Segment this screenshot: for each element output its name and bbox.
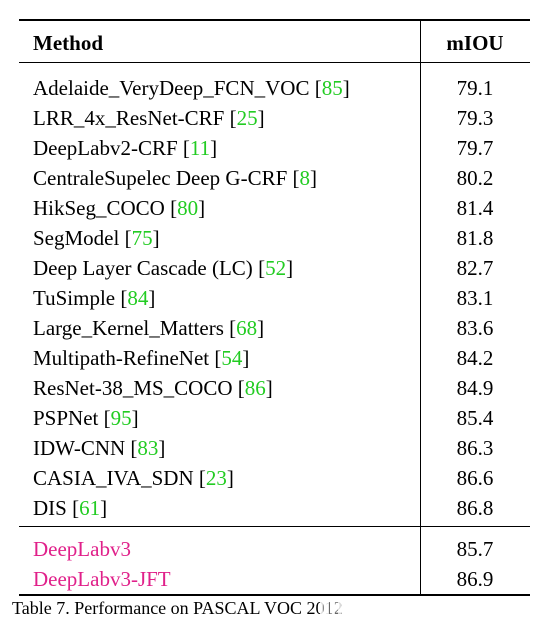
miou-value: 83.6 [456, 316, 494, 340]
miou-value: 84.2 [456, 346, 494, 370]
miou-value: 86.9 [456, 567, 494, 591]
method-name: CentraleSupelec Deep G-CRF [33, 166, 288, 190]
table-row-ours: DeepLabv3-JFT 86.9 [19, 564, 530, 594]
miou-value: 83.1 [456, 286, 494, 310]
method-name: ResNet-38_MS_COCO [33, 376, 233, 400]
table-row: TuSimple [84] 83.1 [19, 283, 530, 313]
column-divider [420, 527, 421, 594]
bottom-rule [19, 594, 530, 596]
section-rule [19, 526, 530, 527]
citation-link[interactable]: 84 [127, 286, 149, 310]
citation-link[interactable]: 86 [244, 376, 266, 400]
miou-value: 79.1 [456, 76, 494, 100]
table-row: CASIA_IVA_SDN [23] 86.6 [19, 463, 530, 493]
method-name: TuSimple [33, 286, 116, 310]
miou-value: 85.7 [456, 537, 494, 561]
citation-link[interactable]: 80 [177, 196, 199, 220]
method-name: LRR_4x_ResNet-CRF [33, 106, 225, 130]
citation-link[interactable]: 52 [265, 256, 287, 280]
citation-link[interactable]: 8 [299, 166, 311, 190]
miou-value: 80.2 [456, 166, 494, 190]
table-row-ours: DeepLabv3 85.7 [19, 534, 530, 564]
method-name: DIS [33, 496, 67, 520]
method-name: Adelaide_VeryDeep_FCN_VOC [33, 76, 310, 100]
miou-value: 82.7 [456, 256, 494, 280]
header-rule [19, 62, 530, 63]
method-name-ours: DeepLabv3 [33, 537, 131, 561]
miou-value: 86.8 [456, 496, 494, 520]
miou-value: 86.3 [456, 436, 494, 460]
citation-link[interactable]: 68 [236, 316, 258, 340]
table-row: DIS [61] 86.8 [19, 493, 530, 523]
miou-value: 84.9 [456, 376, 494, 400]
miou-value: 81.8 [456, 226, 494, 250]
table-row: Adelaide_VeryDeep_FCN_VOC [85] 79.1 [19, 73, 530, 103]
header-method: Method [33, 31, 103, 55]
method-name: PSPNet [33, 406, 99, 430]
table-caption: Table 7. Performance on PASCAL VOC 2012 [12, 598, 343, 618]
miou-value: 79.3 [456, 106, 494, 130]
citation-link[interactable]: 83 [137, 436, 159, 460]
citation-link[interactable]: 85 [321, 76, 343, 100]
table-row: DeepLabv2-CRF [11] 79.7 [19, 133, 530, 163]
table-row: CentraleSupelec Deep G-CRF [8] 80.2 [19, 163, 530, 193]
table-row: IDW-CNN [83] 86.3 [19, 433, 530, 463]
column-divider [420, 21, 421, 526]
citation-link[interactable]: 75 [131, 226, 153, 250]
top-rule [19, 19, 530, 21]
method-name: SegModel [33, 226, 120, 250]
citation-link[interactable]: 11 [189, 136, 211, 160]
table-row: PSPNet [95] 85.4 [19, 403, 530, 433]
watermark-overlay [320, 600, 520, 622]
method-name: IDW-CNN [33, 436, 126, 460]
table-header: Method mIOU [19, 21, 530, 62]
citation-link[interactable]: 54 [221, 346, 243, 370]
citation-link[interactable]: 23 [205, 466, 227, 490]
table-row: SegModel [75] 81.8 [19, 223, 530, 253]
citation-link[interactable]: 25 [236, 106, 258, 130]
method-name: Multipath-RefineNet [33, 346, 210, 370]
method-name: Deep Layer Cascade (LC) [33, 256, 253, 280]
miou-value: 86.6 [456, 466, 494, 490]
method-name: HikSeg_COCO [33, 196, 165, 220]
miou-value: 79.7 [456, 136, 494, 160]
method-name: CASIA_IVA_SDN [33, 466, 194, 490]
table-row: Deep Layer Cascade (LC) [52] 82.7 [19, 253, 530, 283]
header-miou: mIOU [446, 31, 504, 55]
method-name-ours: DeepLabv3-JFT [33, 567, 171, 591]
table-row: HikSeg_COCO [80] 81.4 [19, 193, 530, 223]
miou-value: 85.4 [456, 406, 494, 430]
table-row: LRR_4x_ResNet-CRF [25] 79.3 [19, 103, 530, 133]
table-row: Multipath-RefineNet [54] 84.2 [19, 343, 530, 373]
table-row: ResNet-38_MS_COCO [86] 84.9 [19, 373, 530, 403]
citation-link[interactable]: 61 [79, 496, 101, 520]
citation-link[interactable]: 95 [110, 406, 132, 430]
miou-value: 81.4 [456, 196, 494, 220]
table-row: Large_Kernel_Matters [68] 83.6 [19, 313, 530, 343]
method-name: Large_Kernel_Matters [33, 316, 224, 340]
method-name: DeepLabv2-CRF [33, 136, 178, 160]
